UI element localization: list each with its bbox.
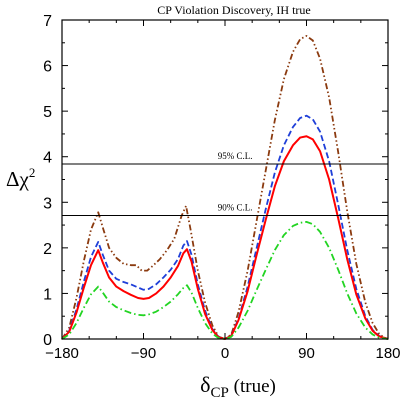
series-line-4 [61, 220, 389, 340]
x-tick-label: 90 [298, 345, 315, 362]
y-tick-label: 6 [43, 59, 52, 76]
y-axis-label-superscript: 2 [29, 165, 36, 180]
series-line-3 [61, 135, 389, 340]
x-tick-label: 0 [221, 345, 229, 362]
y-tick-label: 3 [43, 195, 52, 212]
y-tick-label: 7 [43, 13, 52, 30]
y-tick-label: 0 [43, 332, 52, 349]
series-line-1 [61, 35, 389, 340]
y-tick-label: 4 [43, 150, 52, 167]
x-tick-label: 180 [375, 345, 400, 362]
series-layer [61, 35, 389, 340]
x-tick-label: −90 [131, 345, 156, 362]
axis-ticks: −180 −90 0 90 180 0 1 2 3 4 5 6 7 [43, 13, 400, 362]
reference-lines: 95% C.L. 90% C.L. [62, 151, 388, 217]
reference-line-label-1: 95% C.L. [218, 151, 253, 161]
y-tick-label: 2 [43, 241, 52, 258]
x-axis-label-subscript: CP [211, 385, 229, 400]
x-axis-label: δCP (true) [200, 372, 276, 400]
x-tick-label: −180 [45, 345, 79, 362]
y-axis-label: Δχ2 [6, 165, 35, 191]
series-line-2 [61, 114, 389, 340]
reference-line-label-2: 90% C.L. [218, 203, 253, 213]
x-axis-label-main: δ [200, 372, 210, 397]
y-tick-label: 1 [43, 286, 52, 303]
plot-frame [61, 19, 389, 340]
y-axis-label-main: Δχ [6, 167, 30, 191]
y-tick-label: 5 [43, 104, 52, 121]
x-axis-label-suffix: (true) [229, 376, 276, 397]
chart-title: CP Violation Discovery, IH true [157, 3, 310, 17]
